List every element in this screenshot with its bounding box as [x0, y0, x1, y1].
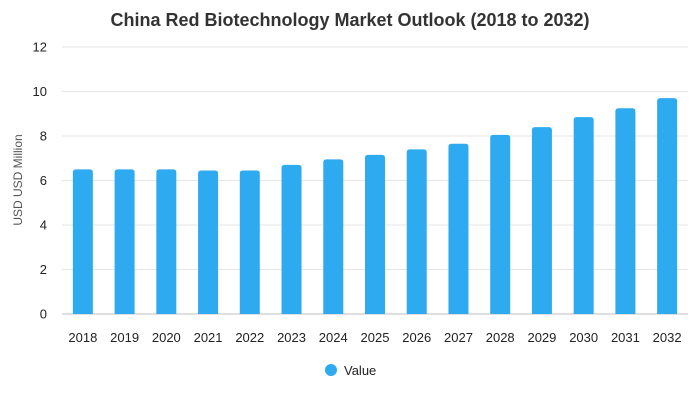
bar-2025[interactable]: [365, 154, 385, 314]
bar-2029[interactable]: [531, 127, 552, 314]
x-tick-label: 2023: [277, 330, 306, 345]
legend[interactable]: Value: [325, 363, 376, 378]
y-tick-label: 10: [33, 84, 47, 99]
bar-2019[interactable]: [114, 169, 135, 314]
x-tick-label: 2031: [611, 330, 640, 345]
y-tick-label: 8: [40, 129, 47, 144]
x-tick-label: 2021: [194, 330, 223, 345]
bar-2022[interactable]: [239, 170, 260, 314]
bar-2028[interactable]: [490, 134, 511, 314]
x-tick-label: 2028: [486, 330, 515, 345]
x-tick-label: 2030: [569, 330, 598, 345]
x-tick-label: 2018: [68, 330, 97, 345]
legend-swatch: [325, 364, 337, 376]
bar-2024[interactable]: [323, 159, 344, 314]
x-tick-label: 2019: [110, 330, 139, 345]
bar-2023[interactable]: [281, 164, 302, 314]
x-tick-label: 2029: [527, 330, 556, 345]
x-axis-ticks: 2018 2019 2020 2021 2022 2023 2024 2025 2026 2027…: [68, 330, 681, 345]
legend-label: Value: [344, 363, 376, 378]
x-tick-label: 2020: [152, 330, 181, 345]
bar-2032[interactable]: [657, 98, 678, 314]
x-tick-label: 2022: [235, 330, 264, 345]
y-axis-label: USD USD Million: [11, 134, 25, 225]
y-tick-label: 12: [33, 40, 47, 55]
bar-2031[interactable]: [615, 108, 636, 314]
x-tick-label: 2026: [402, 330, 431, 345]
y-tick-label: 6: [40, 173, 47, 188]
chart-title: China Red Biotechnology Market Outlook (…: [110, 10, 589, 30]
bar-2018[interactable]: [72, 169, 93, 314]
bar-2027[interactable]: [448, 143, 469, 314]
bar-2020[interactable]: [156, 169, 177, 314]
x-tick-label: 2024: [319, 330, 348, 345]
y-tick-label: 2: [40, 262, 47, 277]
x-tick-label: 2025: [361, 330, 390, 345]
y-tick-label: 0: [40, 307, 47, 322]
bar-2021[interactable]: [198, 170, 219, 314]
y-axis-ticks: 0 2 4 6 8 10 12: [33, 40, 47, 322]
x-tick-label: 2032: [653, 330, 682, 345]
bar-2026[interactable]: [406, 149, 427, 314]
y-tick-label: 4: [40, 218, 47, 233]
bar-2030[interactable]: [573, 117, 594, 315]
x-tick-label: 2027: [444, 330, 473, 345]
bars: [72, 98, 678, 315]
